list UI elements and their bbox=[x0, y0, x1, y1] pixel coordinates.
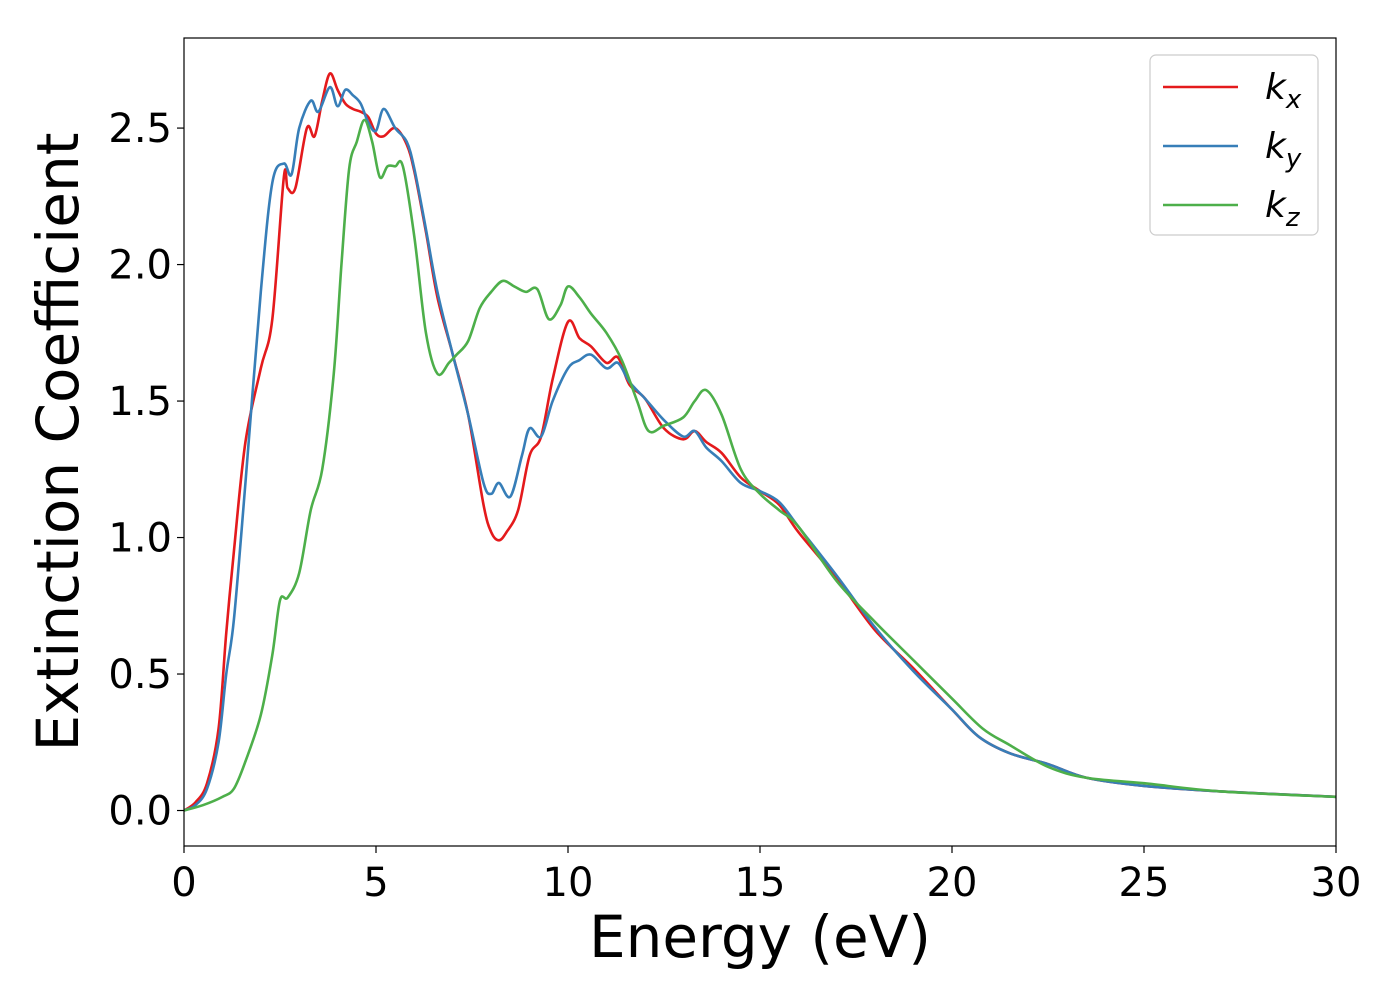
y-tick-label: 2.5 bbox=[108, 106, 172, 152]
series-layer bbox=[184, 72, 1336, 812]
x-tick-label: 30 bbox=[1311, 860, 1362, 906]
x-tick-label: 10 bbox=[543, 860, 594, 906]
plot-frame bbox=[183, 37, 1337, 847]
x-tick-label: 20 bbox=[927, 860, 978, 906]
ticks-layer: 0 5 10 15 20 25 30 0.0 0.5 1.0 1.5 2.0 2.5 bbox=[108, 106, 1361, 906]
legend-label-x: kx bbox=[1265, 67, 1302, 115]
y-tick-label: 0.0 bbox=[108, 789, 172, 835]
x-tick-label: 25 bbox=[1119, 860, 1170, 906]
x-tick-label: 15 bbox=[735, 860, 786, 906]
x-tick-label: 0 bbox=[171, 860, 196, 906]
legend: kx ky kz bbox=[1149, 54, 1319, 236]
x-axis-label: Energy (eV) bbox=[589, 903, 931, 971]
y-tick-label: 2.0 bbox=[108, 243, 172, 289]
y-axis-label: Extinction Coefficient bbox=[24, 133, 92, 752]
series-line-k-y bbox=[184, 85, 1336, 812]
x-tick-label: 5 bbox=[363, 860, 388, 906]
y-tick-label: 1.5 bbox=[108, 379, 172, 425]
legend-label-y: ky bbox=[1265, 126, 1302, 174]
legend-items: kx ky kz bbox=[1163, 67, 1302, 233]
y-tick-label: 1.0 bbox=[108, 516, 172, 562]
y-tick-label: 0.5 bbox=[108, 652, 172, 698]
legend-label-z: kz bbox=[1265, 185, 1301, 233]
series-line-k-z bbox=[184, 118, 1336, 812]
